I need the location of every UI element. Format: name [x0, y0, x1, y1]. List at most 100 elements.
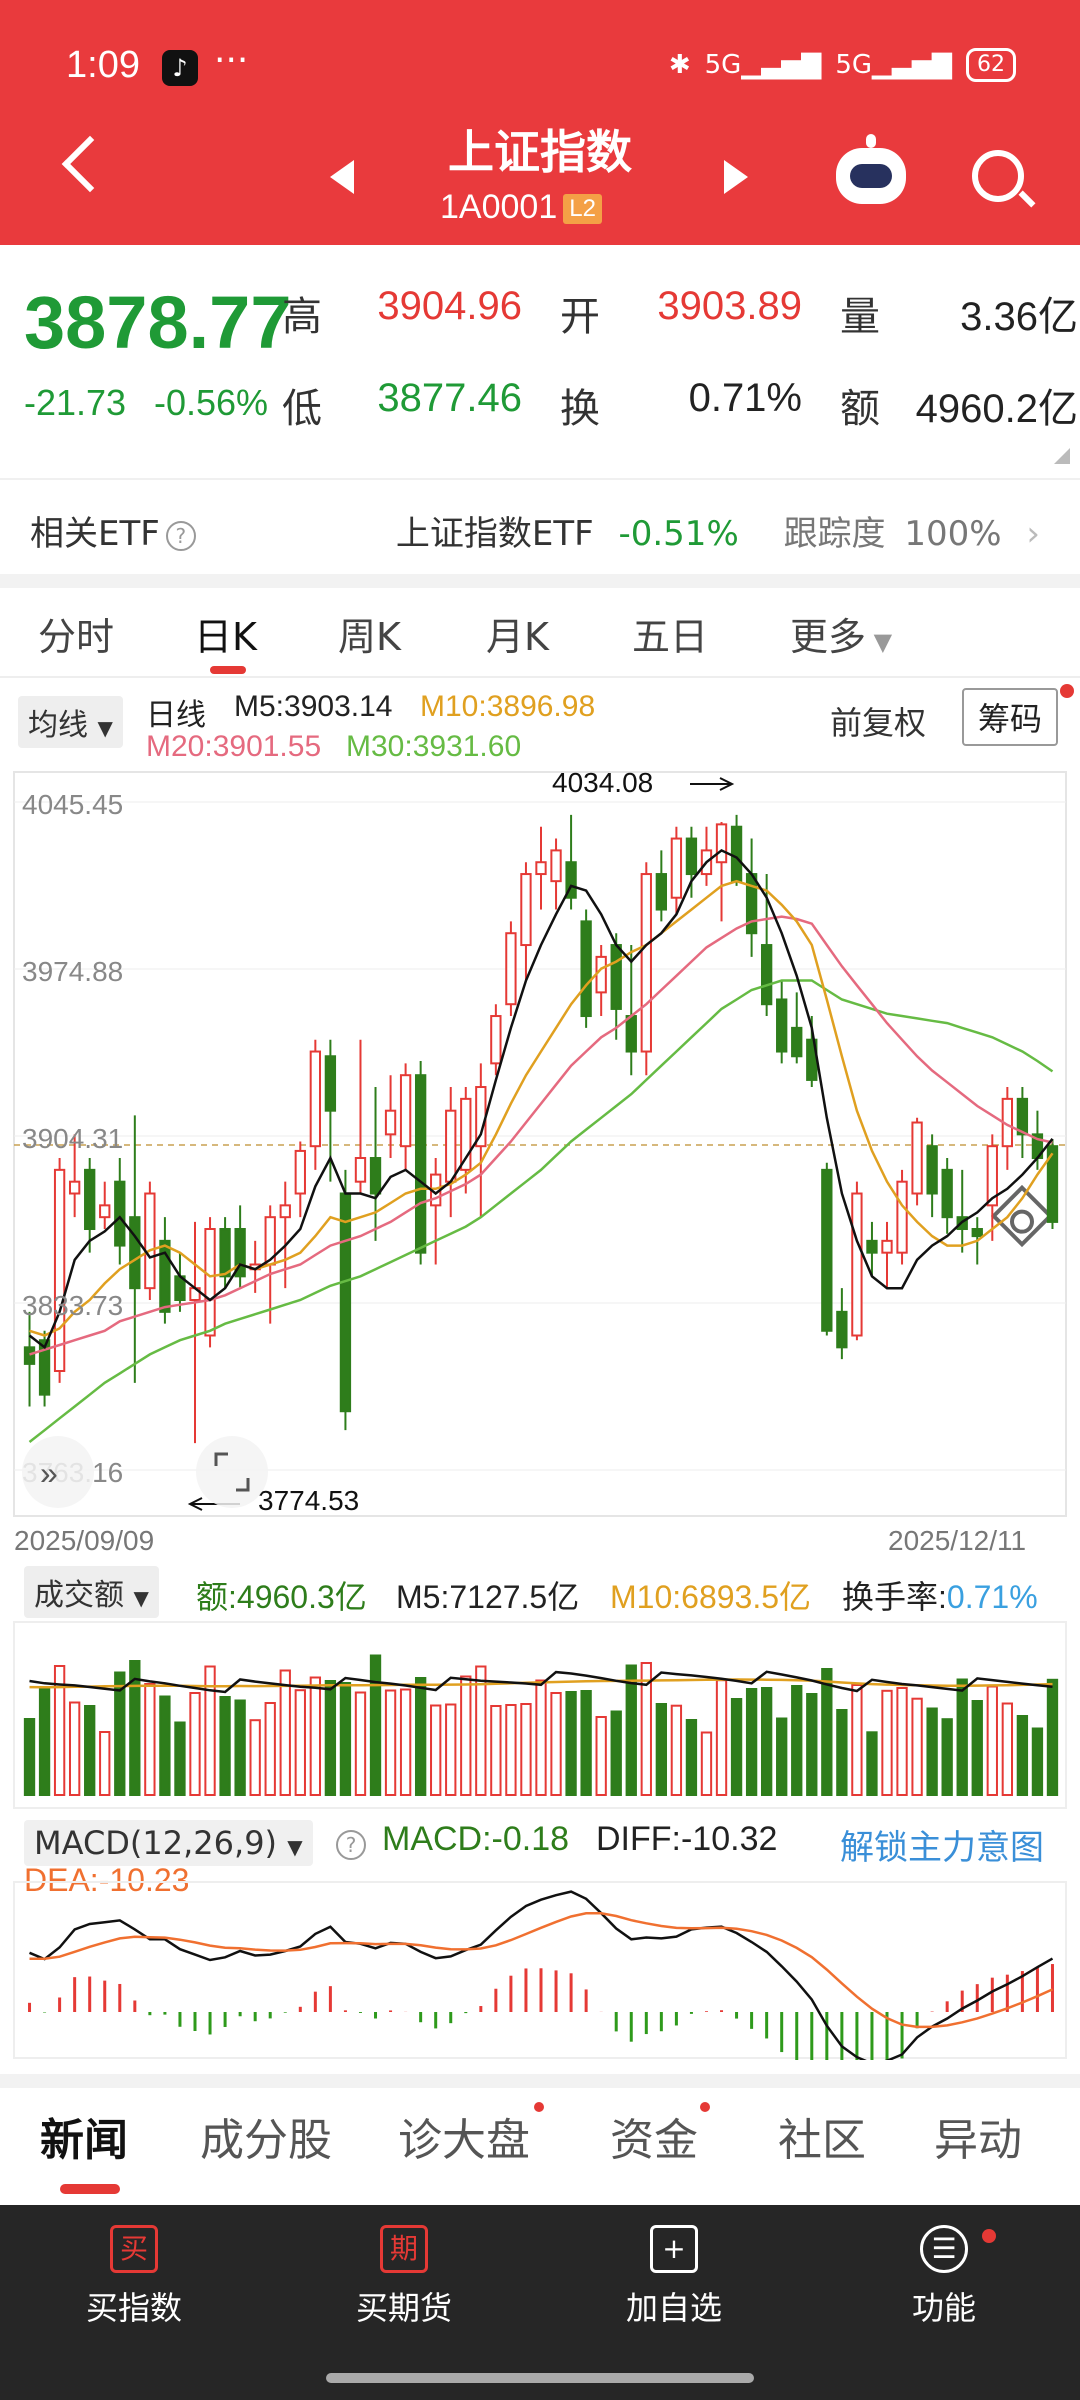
unlock-link[interactable]: 解锁主力意图 — [840, 1829, 1044, 1867]
tab-five-day[interactable]: 五日 — [632, 615, 709, 659]
candle-body — [520, 873, 532, 947]
volume-bar — [234, 1699, 246, 1796]
volume-selector[interactable]: 成交额 ▼ — [24, 1566, 159, 1618]
high-value: 3904.96 — [377, 284, 522, 328]
price-change: -21.73 — [24, 382, 127, 423]
low-arrow-head — [187, 1497, 203, 1511]
tab-anomaly[interactable]: 异动 — [934, 2115, 1022, 2166]
tiktok-icon: ♪ — [162, 50, 198, 86]
volume-bar — [84, 1705, 96, 1796]
candle-body — [535, 861, 547, 876]
volume-bar — [821, 1668, 833, 1796]
y-tick-label: 3904.31 — [22, 1123, 123, 1154]
notification-dot — [534, 2102, 544, 2112]
candle-body — [791, 1026, 803, 1058]
prev-stock-icon[interactable] — [330, 160, 354, 194]
adjust-button[interactable]: 前复权 — [830, 705, 927, 741]
candle-body — [414, 1074, 427, 1254]
candle-body — [68, 1180, 81, 1195]
candle-body — [881, 1239, 893, 1254]
volume-bar — [640, 1662, 652, 1796]
volume-chart[interactable] — [0, 1620, 1080, 1810]
tab-diagnose[interactable]: 诊大盘 — [398, 2115, 530, 2166]
tab-weekly-k[interactable]: 周K — [338, 615, 401, 659]
collapse-icon[interactable] — [22, 1436, 94, 1508]
y-tick-label: 3974.88 — [22, 956, 123, 987]
m5-legend: M5:3903.14 — [234, 690, 393, 723]
candle-body — [911, 1121, 923, 1195]
last-price: 3878.77 — [24, 281, 292, 364]
volume-bar — [129, 1660, 141, 1796]
tab-funds[interactable]: 资金 — [610, 2115, 698, 2166]
tab-more[interactable]: 更多 ▼ — [790, 615, 893, 659]
candle-body — [384, 1109, 397, 1136]
nav-add-watchlist[interactable]: + 加自选 — [574, 2225, 774, 2329]
bluetooth-icon: ✱ — [668, 50, 691, 80]
low-annotation: 3774.53 — [258, 1485, 359, 1516]
chips-button[interactable]: 筹码 — [962, 688, 1059, 746]
nav-buy-index[interactable]: 买买指数 — [34, 2225, 234, 2329]
volume-bar — [219, 1696, 231, 1796]
volume-amount: 额:4960.3亿 — [196, 1579, 367, 1615]
m30-legend: M30:3931.60 — [346, 730, 522, 763]
nav-functions[interactable]: ☰ 功能 — [844, 2225, 1044, 2329]
volume-bar — [595, 1716, 607, 1796]
volume-bar — [279, 1669, 291, 1796]
divider — [0, 2074, 1080, 2088]
related-etf-bar[interactable]: 相关ETF? 上证指数ETF -0.51% 跟踪度 100% › — [0, 478, 1080, 574]
candle-body — [23, 1346, 36, 1365]
candle-body — [821, 1168, 833, 1332]
candle-body — [53, 1168, 66, 1372]
candle-body — [1016, 1097, 1029, 1136]
tab-daily-k[interactable]: 日K — [194, 615, 257, 659]
macd-help-icon[interactable]: ? — [336, 1830, 366, 1860]
next-stock-icon[interactable] — [724, 160, 748, 194]
volume-label: 量 — [840, 294, 880, 340]
tab-constituents[interactable]: 成分股 — [200, 2115, 332, 2166]
robot-assistant-icon[interactable] — [836, 134, 906, 204]
expand-corner-icon[interactable] — [1054, 448, 1070, 464]
help-icon[interactable]: ? — [165, 520, 196, 551]
home-indicator[interactable] — [326, 2373, 754, 2383]
volume-bar — [114, 1671, 126, 1796]
volume-bar — [445, 1703, 457, 1796]
macd-selector[interactable]: MACD(12,26,9) ▼ — [24, 1820, 313, 1866]
candle-body — [685, 837, 698, 876]
tab-monthly-k[interactable]: 月K — [486, 615, 549, 659]
macd-chart[interactable] — [0, 1880, 1080, 2060]
candle-body — [234, 1228, 246, 1278]
candle-body — [445, 1109, 457, 1183]
tab-community[interactable]: 社区 — [778, 2115, 866, 2166]
y-tick-label: 4045.45 — [22, 789, 123, 820]
volume-bar — [896, 1687, 908, 1796]
volume-m5: M5:7127.5亿 — [396, 1579, 580, 1615]
date-end: 2025/12/11 — [888, 1525, 1026, 1556]
search-icon[interactable] — [972, 150, 1024, 202]
candle-body — [941, 1168, 953, 1219]
volume-bar — [354, 1691, 367, 1796]
high-arrow-head — [719, 777, 735, 791]
candle-body — [279, 1204, 291, 1219]
volume-bar — [399, 1688, 412, 1796]
candle-body — [971, 1228, 983, 1238]
volume-m10-line — [29, 1678, 1053, 1689]
volume-bar — [836, 1709, 848, 1796]
volume-bar — [384, 1689, 397, 1796]
tab-intraday[interactable]: 分时 — [38, 615, 115, 659]
fullscreen-icon[interactable] — [196, 1436, 268, 1508]
nav-buy-futures[interactable]: 期买期货 — [304, 2225, 504, 2329]
candle-body — [354, 1157, 367, 1183]
chevron-right-icon: › — [1026, 514, 1040, 554]
volume-bar — [189, 1692, 201, 1796]
candle-body — [550, 849, 562, 883]
candle-body — [339, 1192, 352, 1413]
m5-line — [28, 848, 1054, 1350]
volume-bar — [550, 1692, 562, 1796]
dea-value: DEA:-10.23 — [24, 1862, 190, 1898]
tab-news[interactable]: 新闻 — [40, 2115, 128, 2166]
l2-badge[interactable]: L2 — [563, 194, 602, 225]
volume-bar — [926, 1707, 938, 1796]
ma-selector[interactable]: 均线 ▼ — [18, 696, 123, 748]
candle-body — [760, 944, 773, 1006]
